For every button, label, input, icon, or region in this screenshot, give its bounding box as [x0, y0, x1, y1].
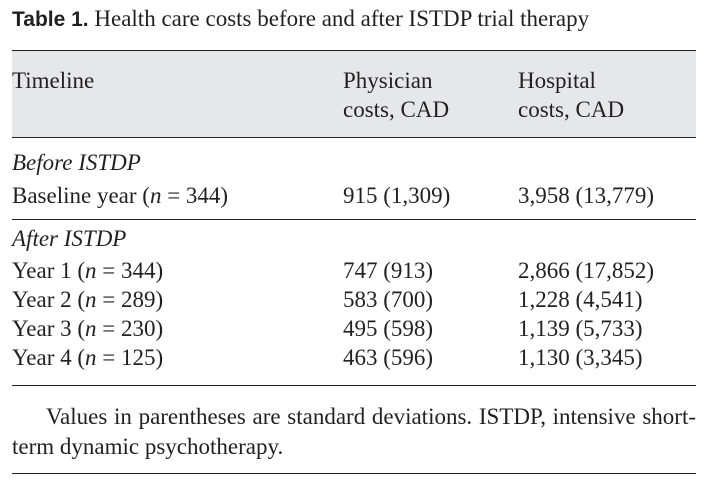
table-cell-hospital: 3,958 (13,779) — [518, 183, 655, 208]
table-cell-physician: 915 (1,309) — [343, 183, 451, 208]
bottom-rule — [12, 385, 696, 386]
table-cell-hospital: 1,228 (4,541) — [518, 287, 643, 312]
table-row-label: Year 1 (n = 344) — [12, 258, 164, 283]
table-cell-physician: 463 (596) — [343, 345, 434, 370]
column-header-hospital-line1: Hospital — [518, 68, 596, 93]
header-rule — [12, 137, 696, 138]
column-header-physician-line1: Physician — [343, 68, 433, 93]
table-cell-hospital: 1,139 (5,733) — [518, 316, 643, 341]
section-title-after: After ISTDP — [12, 226, 127, 251]
column-header-physician-line2: costs, CAD — [343, 97, 450, 122]
table-header — [12, 51, 696, 138]
section-title-before: Before ISTDP — [12, 150, 141, 175]
table-row-label: Year 2 (n = 289) — [12, 287, 164, 312]
table-title: Health care costs before and after ISTDP… — [94, 6, 590, 31]
table-cell-physician: 747 (913) — [343, 258, 434, 283]
table-row-label: Baseline year (n = 344) — [12, 183, 229, 208]
table-label: Table 1. — [12, 8, 89, 31]
table-cell-physician: 583 (700) — [343, 287, 434, 312]
table-footnote: Values in parentheses are standard devia… — [12, 404, 696, 459]
table-row-label: Year 3 (n = 230) — [12, 316, 164, 341]
table-caption: Table 1. Health care costs before and af… — [12, 4, 589, 35]
column-header-timeline: Timeline — [12, 68, 95, 93]
footnote-rule — [12, 473, 696, 474]
table-row-label: Year 4 (n = 125) — [12, 345, 164, 370]
table-cell-hospital: 1,130 (3,345) — [518, 345, 643, 370]
table-cell-hospital: 2,866 (17,852) — [518, 258, 655, 283]
section-rule — [12, 219, 696, 220]
top-rule — [12, 50, 696, 51]
table-cell-physician: 495 (598) — [343, 316, 434, 341]
column-header-hospital-line2: costs, CAD — [518, 97, 625, 122]
